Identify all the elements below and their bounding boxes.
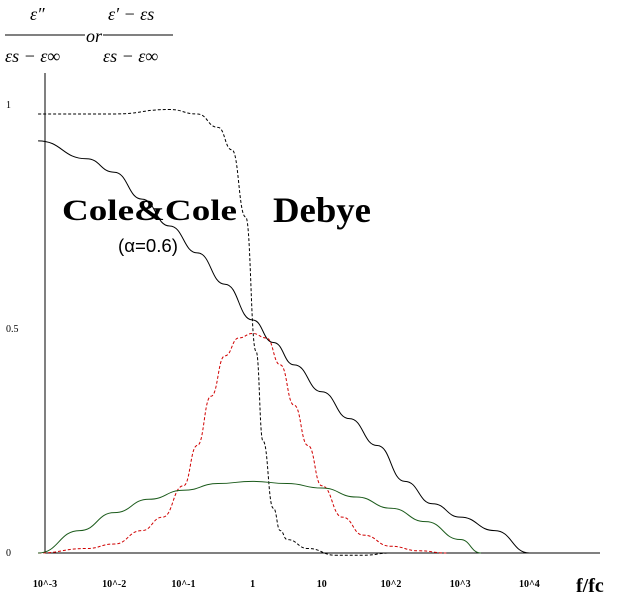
y-tick-label: 0: [6, 548, 11, 559]
series-group: [38, 108, 530, 556]
series-line-2: [38, 332, 447, 554]
ylabel-right-numerator: ε′ − εs: [108, 4, 154, 24]
x-tick-label: 10^4: [519, 579, 540, 590]
series-line-3: [38, 480, 482, 554]
ylabel-formula: ε″ εs − ε∞ or ε′ − εs εs − ε∞: [5, 4, 173, 66]
y-tick-label: 0.5: [6, 324, 19, 335]
x-tick-label: 10^2: [381, 579, 402, 590]
y-ticks: 00.51: [6, 100, 19, 559]
x-tick-label: 10^3: [450, 579, 471, 590]
x-tick-label: 10: [317, 579, 327, 590]
x-tick-label: 1: [250, 579, 255, 590]
series-line-0: [38, 140, 530, 554]
x-ticks: 10^-3 10^-2 10^-1 1 10 10^2 10^3 10^4: [33, 579, 540, 590]
series-line-1: [38, 108, 392, 556]
ylabel-left-numerator: ε″: [30, 4, 45, 24]
y-tick-label: 1: [6, 100, 11, 111]
ylabel-left-denominator: εs − ε∞: [5, 46, 60, 66]
x-tick-label: 10^-1: [171, 579, 195, 590]
ylabel-right-denominator: εs − ε∞: [103, 46, 158, 66]
annotation-colecole: Cole&Cole: [62, 194, 237, 227]
annotation-alpha: (α=0.6): [118, 236, 178, 256]
x-tick-label: 10^-3: [33, 579, 57, 590]
ylabel-or: or: [86, 26, 103, 46]
x-axis-label: f/fc: [576, 575, 604, 597]
x-tick-label: 10^-2: [102, 579, 126, 590]
annotation-debye: Debye: [273, 190, 371, 230]
